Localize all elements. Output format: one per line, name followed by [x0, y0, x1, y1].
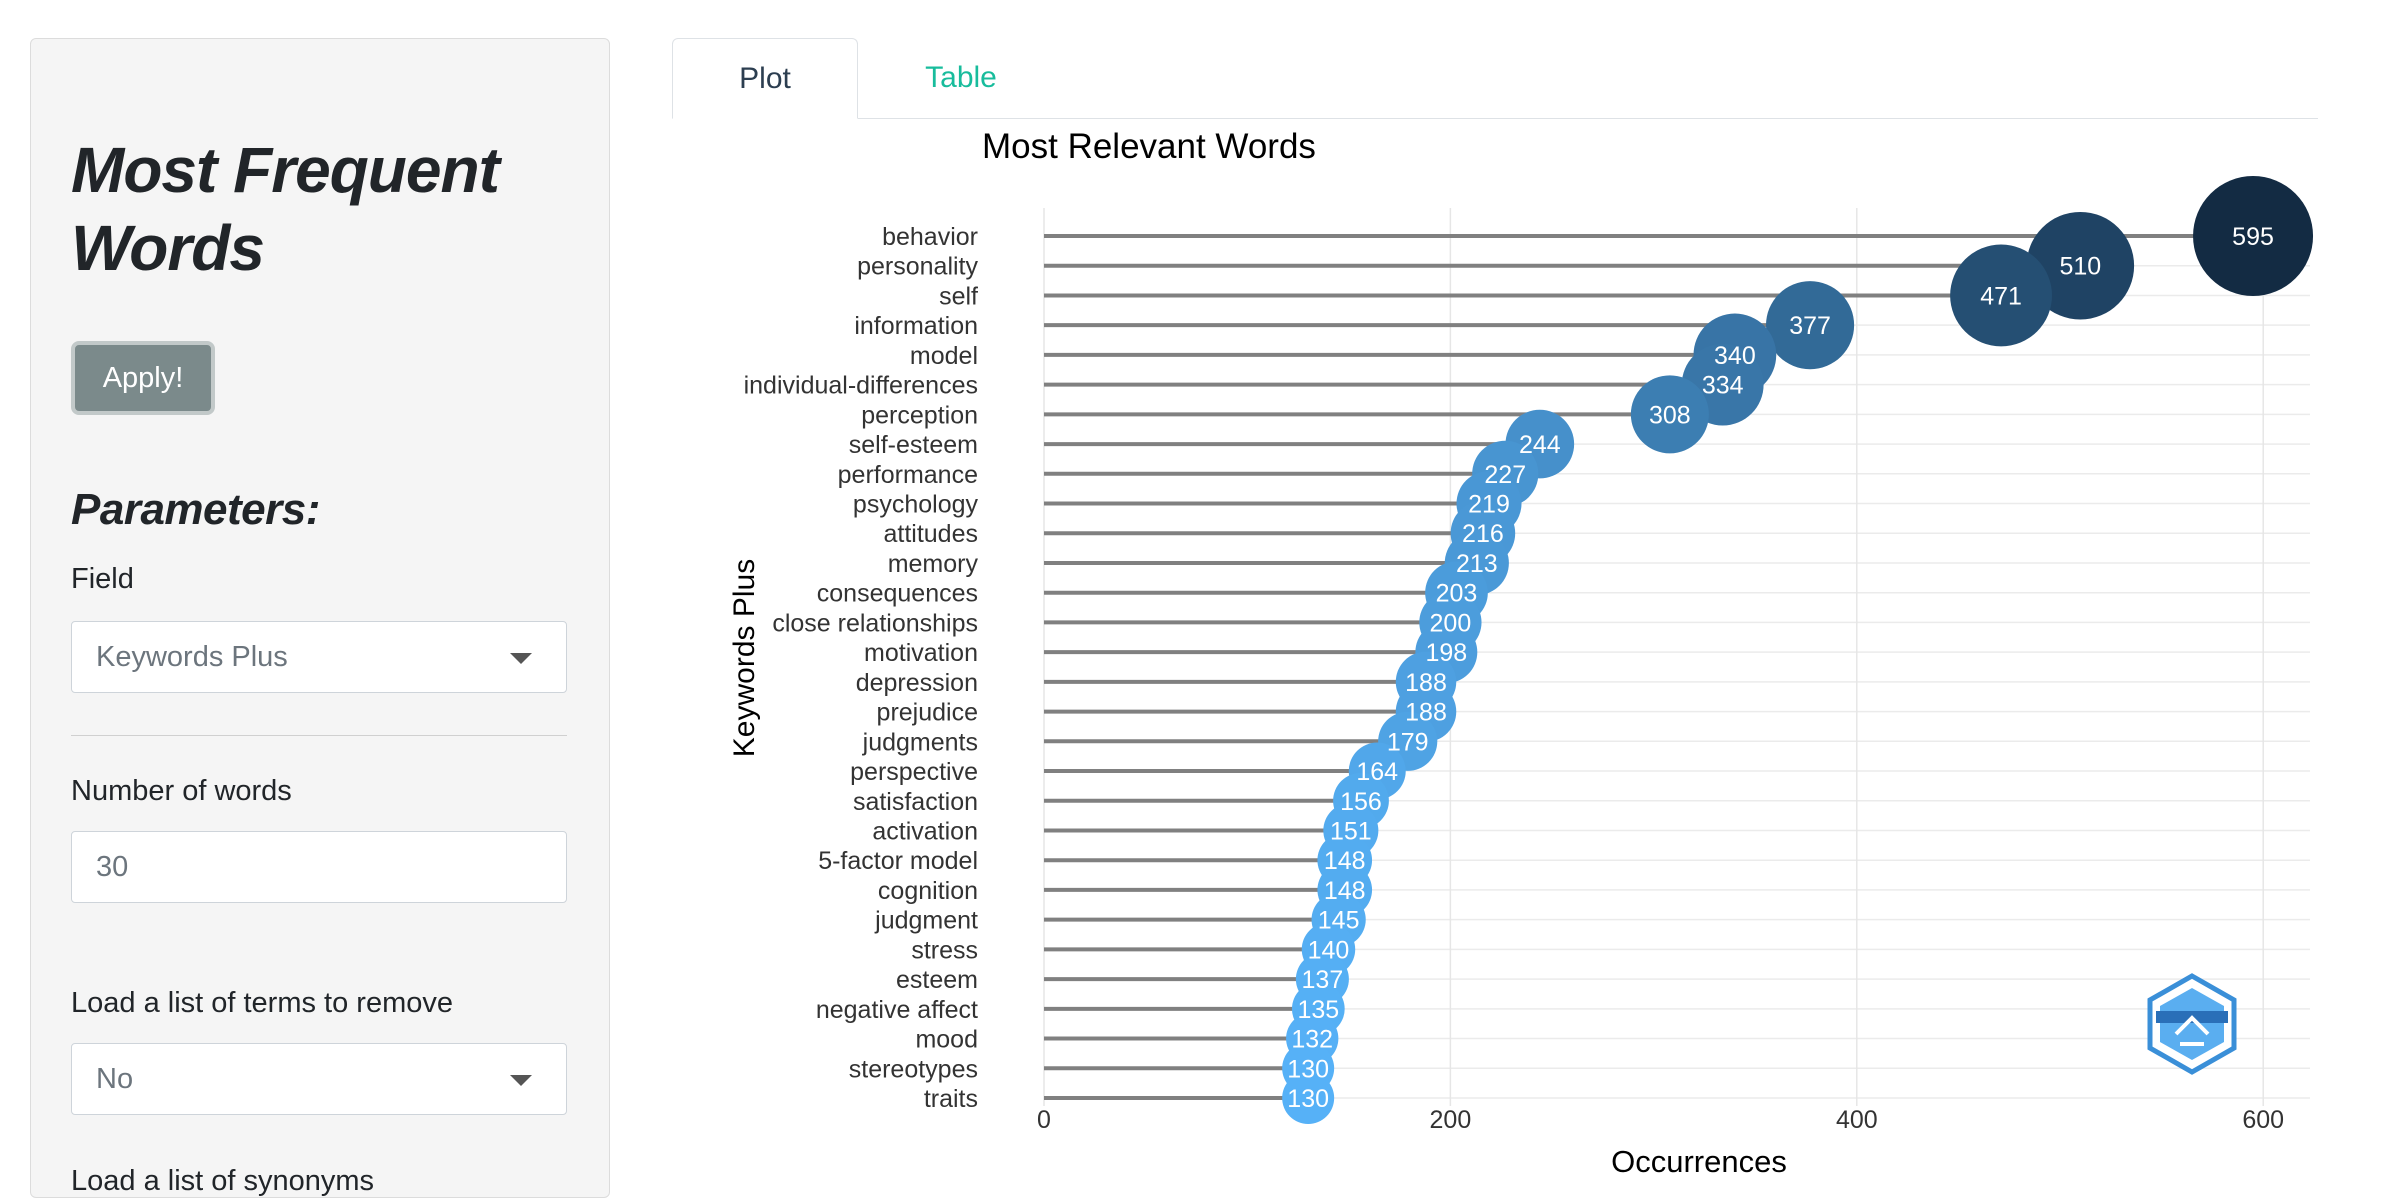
y-tick-label: behavior — [882, 223, 978, 251]
data-label: 203 — [1436, 580, 1478, 608]
data-label: 377 — [1789, 312, 1831, 340]
y-tick-label: self-esteem — [849, 431, 978, 459]
y-tick-label: traits — [924, 1085, 978, 1113]
data-label: 219 — [1468, 491, 1510, 519]
field-select-value: Keywords Plus — [96, 641, 288, 673]
data-label: 130 — [1287, 1085, 1329, 1113]
y-tick-label: judgments — [862, 728, 978, 756]
y-tick-label: negative affect — [816, 996, 978, 1024]
y-tick-label: consequences — [817, 580, 978, 608]
data-label: 156 — [1340, 788, 1382, 816]
field-label: Field — [71, 563, 134, 595]
bubble — [2026, 211, 2135, 320]
x-tick-labels: 0 200 400 600 — [1037, 1106, 2284, 1134]
y-tick-label: self — [939, 282, 978, 310]
data-label: 213 — [1456, 550, 1498, 578]
remove-terms-select-value: No — [96, 1063, 134, 1095]
tab-table[interactable]: Table — [925, 61, 997, 94]
y-tick-label: motivation — [864, 639, 978, 667]
y-tick-label: perception — [861, 401, 978, 429]
y-tick-label: perspective — [850, 758, 978, 786]
caret-down-icon — [510, 1075, 532, 1086]
data-label: 148 — [1324, 847, 1366, 875]
remove-terms-label: Load a list of terms to remove — [71, 987, 453, 1019]
caret-down-icon — [510, 653, 532, 664]
bubble — [1282, 1072, 1335, 1124]
y-tick-label: model — [910, 342, 978, 370]
field-select[interactable]: Keywords Plus — [71, 621, 567, 693]
x-axis-title: Occurrences — [1611, 1144, 1787, 1174]
y-tick-label: prejudice — [877, 699, 978, 727]
x-tick-label: 400 — [1836, 1106, 1878, 1134]
y-tick-label: judgment — [874, 907, 978, 935]
data-label: 130 — [1287, 1055, 1329, 1083]
y-tick-labels: behaviorpersonalityselfinformationmodeli… — [744, 223, 979, 1113]
synonyms-label: Load a list of synonyms — [71, 1165, 375, 1197]
number-of-words-input[interactable] — [71, 831, 567, 903]
data-label: 595 — [2232, 223, 2274, 251]
y-tick-label: stereotypes — [849, 1055, 978, 1083]
data-label: 227 — [1484, 461, 1526, 489]
y-tick-label: depression — [856, 669, 978, 697]
data-label: 151 — [1330, 817, 1372, 845]
y-tick-label: information — [854, 312, 978, 340]
tab-plot[interactable]: Plot — [672, 38, 858, 119]
y-tick-label: stress — [911, 936, 978, 964]
x-tick-label: 200 — [1430, 1106, 1472, 1134]
data-label: 216 — [1462, 520, 1504, 548]
data-label: 135 — [1297, 996, 1339, 1024]
sidebar-panel: Most Frequent Words Apply! Parameters: F… — [30, 38, 610, 1198]
y-tick-label: individual-differences — [744, 372, 978, 400]
y-tick-label: satisfaction — [853, 788, 978, 816]
apply-button[interactable]: Apply! — [71, 341, 215, 415]
data-label: 188 — [1405, 669, 1447, 697]
y-axis-title: Keywords Plus — [728, 559, 761, 757]
data-label: 340 — [1714, 342, 1756, 370]
data-label: 244 — [1519, 431, 1561, 459]
y-tick-label: esteem — [896, 966, 978, 994]
data-label: 140 — [1308, 936, 1350, 964]
y-tick-label: mood — [915, 1026, 978, 1054]
data-label: 334 — [1702, 372, 1744, 400]
x-tick-label: 0 — [1037, 1106, 1051, 1134]
remove-terms-select[interactable]: No — [71, 1043, 567, 1115]
data-label: 188 — [1405, 699, 1447, 727]
number-of-words-label: Number of words — [71, 775, 292, 807]
data-label: 200 — [1430, 609, 1472, 637]
data-label: 308 — [1649, 401, 1691, 429]
data-label: 471 — [1980, 282, 2022, 310]
y-tick-label: activation — [872, 817, 978, 845]
divider — [71, 735, 567, 736]
tab-bar: Plot Table — [672, 38, 2318, 119]
stem-lines — [1044, 234, 2254, 1100]
y-tick-label: attitudes — [883, 520, 978, 548]
data-label: 132 — [1291, 1026, 1333, 1054]
y-tick-label: personality — [857, 253, 978, 281]
parameters-heading: Parameters: — [71, 485, 320, 534]
data-label: 510 — [2059, 253, 2101, 281]
grid-lines — [1043, 208, 2310, 1106]
y-tick-label: cognition — [878, 877, 978, 905]
data-label: 198 — [1425, 639, 1467, 667]
page-title: Most Frequent Words — [71, 134, 500, 284]
chart-title: Most Relevant Words — [982, 127, 1316, 166]
bubble — [2193, 176, 2314, 296]
y-tick-label: performance — [838, 461, 978, 489]
bubble — [1950, 244, 2053, 347]
data-label: 148 — [1324, 877, 1366, 905]
data-label: 145 — [1318, 907, 1360, 935]
y-tick-label: close relationships — [772, 609, 978, 637]
y-tick-label: 5-factor model — [818, 847, 978, 875]
y-tick-label: psychology — [853, 491, 979, 519]
bibliometrix-logo-icon — [2147, 973, 2237, 1075]
y-tick-label: memory — [888, 550, 979, 578]
data-label: 137 — [1302, 966, 1344, 994]
data-label: 179 — [1387, 728, 1429, 756]
data-label: 164 — [1356, 758, 1398, 786]
bubble — [1766, 281, 1855, 370]
x-tick-label: 600 — [2242, 1106, 2284, 1134]
bubble — [1630, 375, 1709, 454]
